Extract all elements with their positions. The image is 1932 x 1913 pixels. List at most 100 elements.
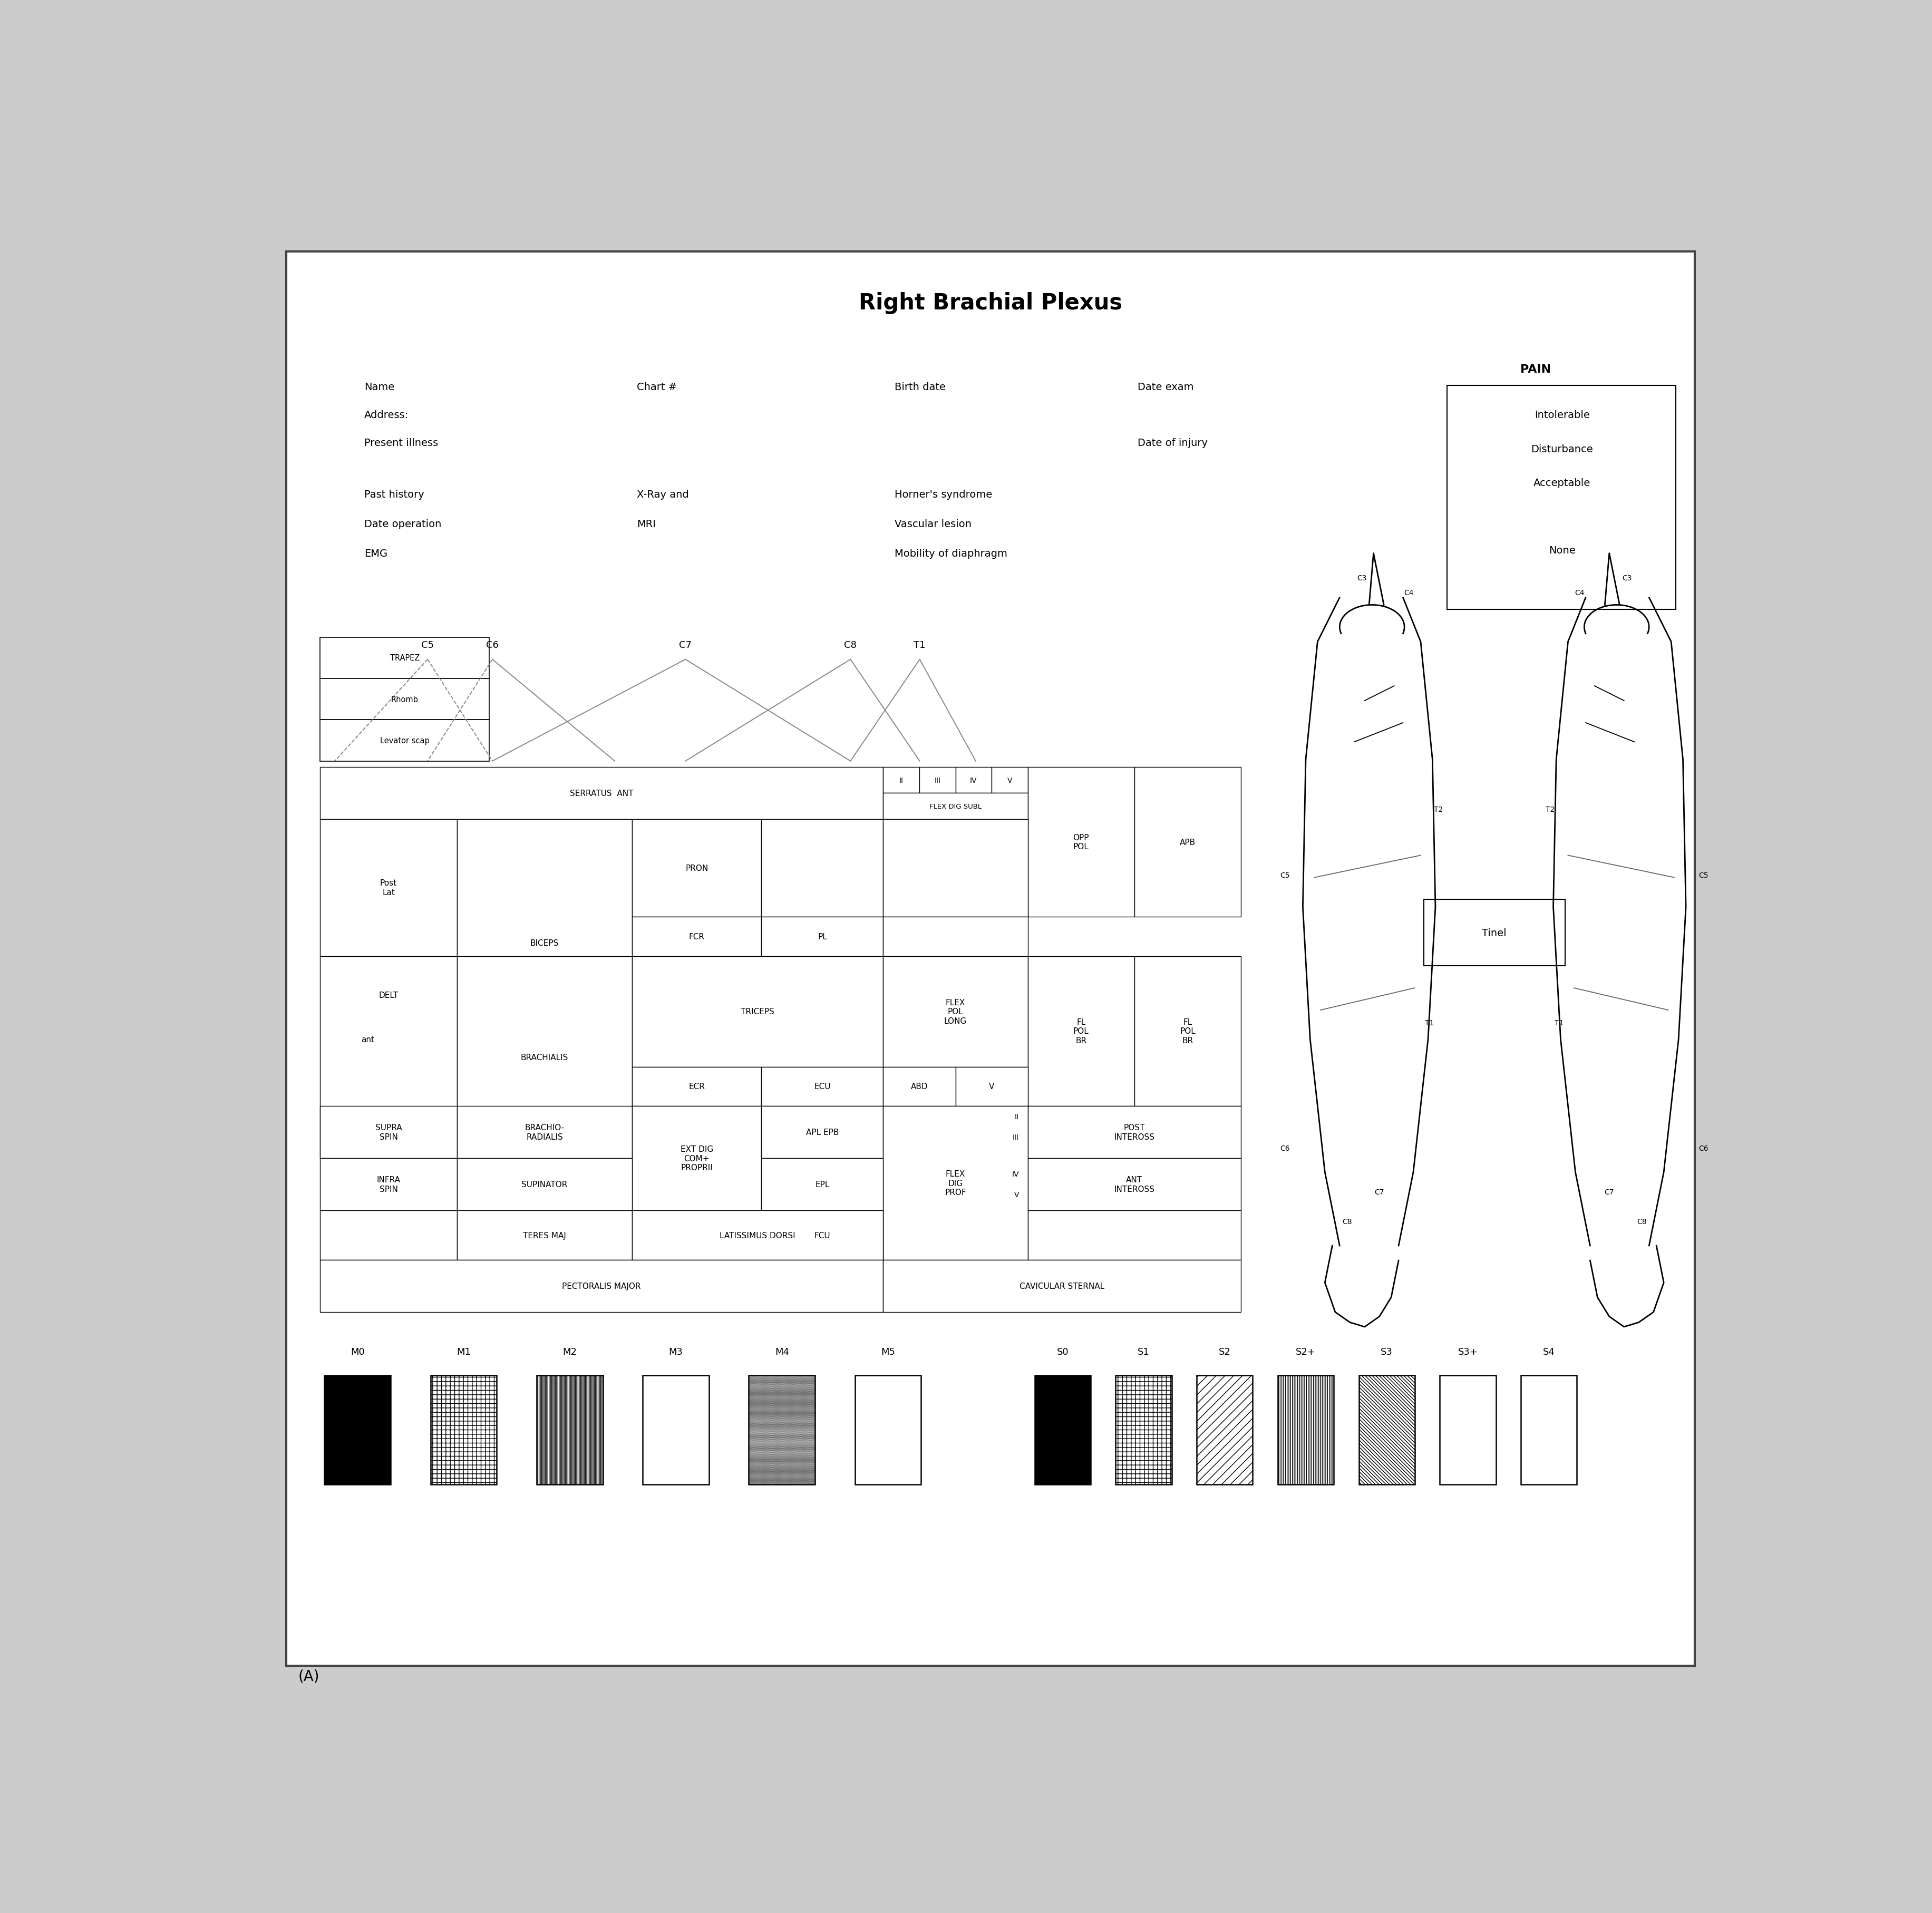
Text: Date operation: Date operation — [363, 518, 440, 530]
Text: III: III — [933, 777, 941, 784]
Text: II: II — [898, 777, 902, 784]
Bar — [321, 1261, 883, 1312]
Text: Levator scap: Levator scap — [381, 737, 429, 744]
Bar — [1028, 956, 1134, 1106]
Text: Disturbance: Disturbance — [1530, 444, 1592, 453]
Bar — [456, 956, 632, 1159]
Text: BRACHIO-
RADIALIS: BRACHIO- RADIALIS — [526, 1123, 564, 1140]
Text: Past history: Past history — [363, 490, 423, 499]
Text: C8: C8 — [1636, 1219, 1646, 1226]
Bar — [761, 819, 883, 916]
Bar — [632, 1211, 883, 1261]
Bar — [632, 956, 883, 1067]
Text: None: None — [1548, 545, 1575, 555]
Text: Address:: Address: — [363, 409, 408, 421]
Text: PAIN: PAIN — [1520, 363, 1551, 375]
Text: V: V — [1007, 777, 1012, 784]
Text: LATISSIMUS DORSI: LATISSIMUS DORSI — [719, 1232, 796, 1240]
Bar — [954, 767, 991, 794]
Text: V: V — [989, 1083, 995, 1090]
Bar — [761, 1067, 883, 1106]
Text: TERES MAJ: TERES MAJ — [524, 1232, 566, 1240]
Text: C6: C6 — [1698, 1144, 1708, 1152]
Text: C6: C6 — [1279, 1144, 1291, 1152]
Bar — [1134, 956, 1240, 1106]
Text: T2: T2 — [1434, 805, 1443, 813]
Bar — [883, 916, 1028, 956]
Text: BICEPS: BICEPS — [529, 939, 558, 947]
Bar — [321, 719, 489, 761]
Text: APL EPB: APL EPB — [806, 1129, 838, 1136]
Text: ECR: ECR — [688, 1083, 705, 1090]
Bar — [761, 916, 883, 956]
Text: M0: M0 — [350, 1347, 365, 1356]
Bar — [643, 1375, 709, 1484]
Bar — [456, 1106, 632, 1159]
Text: T1: T1 — [1424, 1020, 1434, 1027]
Text: Vascular lesion: Vascular lesion — [895, 518, 972, 530]
Bar — [883, 1067, 954, 1106]
Bar — [883, 794, 1028, 819]
Text: FLEX DIG SUBL: FLEX DIG SUBL — [929, 803, 981, 809]
Text: EXT DIG
COM+
PROPRII: EXT DIG COM+ PROPRII — [680, 1146, 713, 1171]
Text: PL: PL — [817, 934, 827, 941]
Text: C6: C6 — [487, 641, 498, 650]
Text: Present illness: Present illness — [363, 438, 439, 448]
Bar — [883, 767, 920, 794]
Text: TRICEPS: TRICEPS — [740, 1008, 775, 1016]
Text: INFRA
SPIN: INFRA SPIN — [377, 1176, 400, 1194]
Bar — [1028, 1106, 1240, 1159]
Bar — [632, 916, 761, 956]
Text: S3: S3 — [1379, 1347, 1393, 1356]
Bar — [854, 1375, 922, 1484]
Text: C3: C3 — [1621, 574, 1631, 582]
Text: Horner's syndrome: Horner's syndrome — [895, 490, 991, 499]
Text: M3: M3 — [668, 1347, 682, 1356]
Text: PECTORALIS MAJOR: PECTORALIS MAJOR — [562, 1282, 641, 1289]
Text: EPL: EPL — [815, 1180, 829, 1188]
Text: Right Brachial Plexus: Right Brachial Plexus — [858, 293, 1122, 314]
Text: ant: ant — [361, 1035, 375, 1043]
Bar — [321, 1106, 456, 1159]
Text: APB: APB — [1179, 838, 1196, 846]
Bar — [321, 956, 456, 1159]
Bar — [632, 1067, 761, 1106]
Text: T1: T1 — [914, 641, 925, 650]
Bar — [1358, 1375, 1414, 1484]
Bar — [325, 1375, 390, 1484]
Text: IV: IV — [1012, 1171, 1018, 1178]
Bar — [1439, 1375, 1495, 1484]
Bar — [321, 767, 883, 819]
Text: M4: M4 — [775, 1347, 788, 1356]
Text: Birth date: Birth date — [895, 383, 945, 392]
Text: SERRATUS  ANT: SERRATUS ANT — [570, 790, 634, 798]
Text: DELT: DELT — [379, 991, 398, 999]
Text: S0: S0 — [1057, 1347, 1068, 1356]
Bar — [456, 1211, 632, 1261]
Bar — [632, 1106, 761, 1211]
Bar — [1447, 386, 1675, 610]
Text: M2: M2 — [562, 1347, 578, 1356]
Text: S2+: S2+ — [1294, 1347, 1316, 1356]
Text: Intolerable: Intolerable — [1534, 409, 1590, 421]
Bar — [1424, 899, 1565, 966]
Text: C5: C5 — [1698, 872, 1708, 880]
Bar — [748, 1375, 815, 1484]
Text: Post
Lat: Post Lat — [381, 880, 396, 897]
Text: SUPINATOR: SUPINATOR — [522, 1180, 568, 1188]
Text: Date of injury: Date of injury — [1138, 438, 1208, 448]
Text: C4: C4 — [1405, 589, 1414, 597]
Bar — [991, 767, 1028, 794]
Text: C7: C7 — [1604, 1188, 1613, 1196]
Bar — [321, 1211, 456, 1261]
Text: C7: C7 — [678, 641, 692, 650]
Bar — [431, 1375, 497, 1484]
Bar — [761, 1211, 883, 1261]
Text: FCU: FCU — [813, 1232, 831, 1240]
Text: S3+: S3+ — [1457, 1347, 1478, 1356]
Bar — [1520, 1375, 1577, 1484]
Text: CAVICULAR STERNAL: CAVICULAR STERNAL — [1020, 1282, 1105, 1289]
Bar — [456, 1159, 632, 1211]
Text: TRAPEZ: TRAPEZ — [390, 654, 419, 662]
Text: IV: IV — [970, 777, 978, 784]
